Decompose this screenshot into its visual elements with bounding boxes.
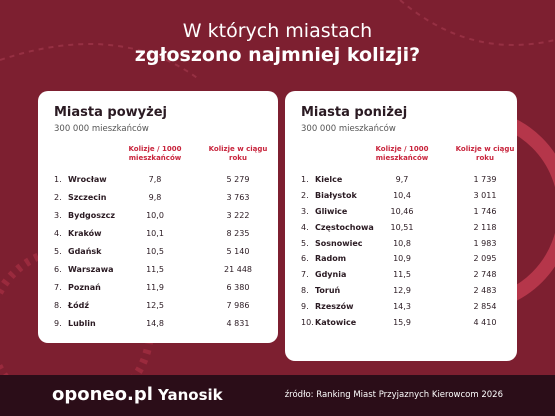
value-yearly: 6 380 [226,283,250,292]
value-yearly: 1 746 [473,206,497,216]
value-per-1000: 9,8 [148,193,162,202]
rank: 6. [301,254,309,264]
city: Szczecin [68,193,107,202]
city: Białystok [315,190,357,200]
rank: 1. [301,175,309,184]
value-per-1000: 9,7 [395,175,409,184]
value-per-1000: 14,8 [146,319,164,328]
value-yearly: 3 011 [473,190,497,200]
rank: 7. [54,283,62,292]
value-yearly: 1 739 [473,175,497,184]
card-title: Miasta powyżej [54,105,167,120]
rank: 8. [301,286,309,296]
table-card: Miasta poniżej 300 000 mieszkańców Kolizje… [285,91,517,361]
value-per-1000: 11,5 [393,270,411,280]
rank: 3. [54,211,62,220]
rank: 5. [301,238,309,248]
city: Kraków [68,229,102,238]
value-yearly: 3 222 [226,211,250,220]
title-line: W których miastach [182,20,373,42]
column-header: Kolizje w ciągu roku [208,145,268,162]
rank: 1. [54,175,62,184]
value-per-1000: 10,4 [393,190,411,200]
city: Toruń [315,286,341,296]
city: Bydgoszcz [68,211,116,220]
value-yearly: 2 483 [473,286,497,296]
column-header: Kolizje / 1000 mieszkańców [128,145,182,162]
city: Rzeszów [315,302,354,312]
value-yearly: 3 763 [226,193,250,202]
card-title: Miasta poniżej [301,105,408,120]
value-per-1000: 10,9 [393,254,411,264]
city: Gliwice [315,206,348,216]
column-header: Kolizje / 1000 mieszkańców [375,145,429,162]
rank: 2. [54,193,62,202]
value-per-1000: 10,1 [146,229,164,238]
city: Katowice [315,318,357,327]
value-per-1000: 10,51 [390,222,414,232]
city: Sosnowiec [315,238,363,248]
rank: 3. [301,206,309,216]
value-yearly: 4 410 [473,318,497,327]
value-yearly: 2 095 [473,254,497,264]
rank: 9. [301,302,309,312]
value-yearly: 1 983 [473,238,497,248]
value-yearly: 5 140 [226,247,250,256]
value-per-1000: 15,9 [393,318,411,327]
value-yearly: 21 448 [224,265,252,274]
rank: 6. [54,265,62,274]
value-yearly: 4 831 [226,319,250,328]
city: Wrocław [68,175,107,184]
brand-logo: oponeo.pl [52,384,153,405]
value-per-1000: 7,8 [148,175,162,184]
city: Radom [315,254,347,264]
value-per-1000: 11,5 [146,265,164,274]
city: Lublin [68,319,96,328]
city: Gdańsk [68,247,102,256]
value-yearly: 2 854 [473,302,497,312]
value-yearly: 5 279 [226,175,250,184]
value-yearly: 2 748 [473,270,497,280]
city: Warszawa [68,265,114,274]
rank: 2. [301,190,309,200]
footer: oponeo.pl Yanosik źródło: Ranking Miast … [0,375,555,416]
column-header: Kolizje w ciągu roku [455,145,515,162]
rank: 7. [301,270,309,280]
value-per-1000: 11,9 [146,283,164,292]
rank: 10. [301,318,314,327]
rank: 8. [54,301,62,310]
city: Poznań [68,283,101,292]
rank: 5. [54,247,62,256]
value-per-1000: 10,5 [146,247,164,256]
value-per-1000: 12,9 [393,286,411,296]
value-per-1000: 10,8 [393,238,411,248]
city: Kielce [315,175,343,184]
city: Łódź [68,301,90,310]
value-yearly: 7 986 [226,301,250,310]
title-line: zgłoszono najmniej kolizji? [134,44,421,66]
brand-logo: Yanosik [158,386,223,404]
source-note: źródło: Ranking Miast Przyjaznych Kierow… [284,390,503,400]
value-per-1000: 10,46 [390,206,414,216]
rank: 9. [54,319,62,328]
city: Gdynia [315,270,347,280]
city: Częstochowa [315,222,374,232]
value-yearly: 2 118 [473,222,497,232]
value-per-1000: 10,0 [146,211,164,220]
card-subtitle: 300 000 mieszkańców [301,124,396,134]
rank: 4. [54,229,62,238]
value-per-1000: 14,3 [393,302,411,312]
table-card: Miasta powyżej 300 000 mieszkańców Kolizje… [38,91,278,343]
card-subtitle: 300 000 mieszkańców [54,124,149,134]
value-per-1000: 12,5 [146,301,164,310]
value-yearly: 8 235 [226,229,250,238]
rank: 4. [301,222,309,232]
